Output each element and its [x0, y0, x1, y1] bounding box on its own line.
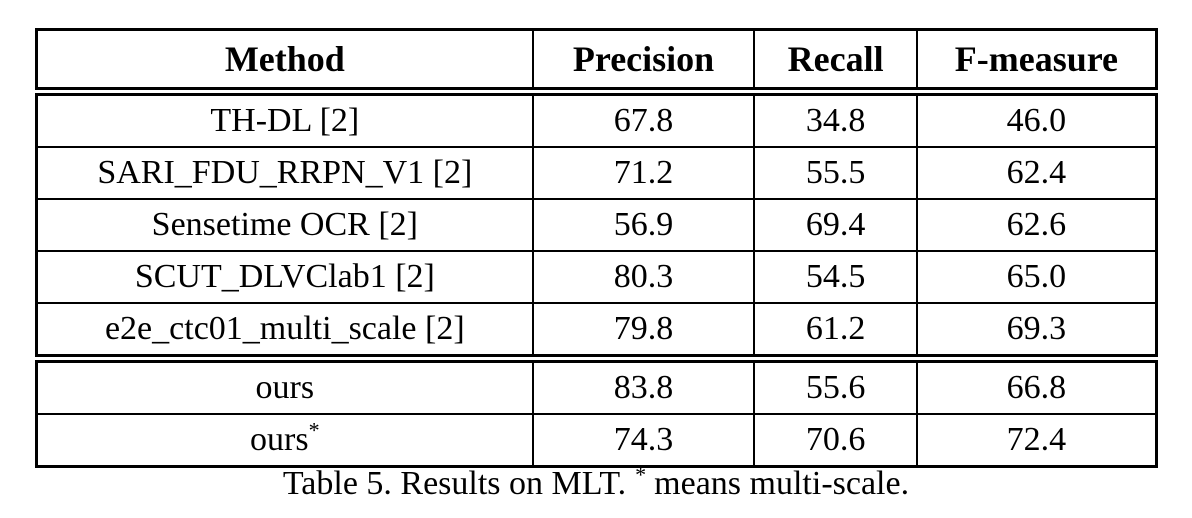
recall-cell: 69.4 [753, 198, 918, 252]
column-header-method: Method [35, 28, 534, 96]
fmeasure-cell: 66.8 [915, 354, 1158, 415]
fmeasure-cell: 62.4 [915, 146, 1158, 200]
column-header-precision: Precision [531, 28, 756, 96]
table-row: Sensetime OCR [2] 56.9 69.4 62.6 [35, 198, 1158, 252]
fmeasure-cell: 46.0 [915, 90, 1158, 148]
asterisk-superscript: * [308, 417, 320, 443]
results-table: Method Precision Recall F-measure TH-DL … [35, 28, 1158, 468]
table-row: e2e_ctc01_multi_scale [2] 79.8 61.2 69.3 [35, 302, 1158, 360]
method-cell: Sensetime OCR [2] [35, 198, 534, 252]
method-cell: ours [35, 354, 534, 415]
method-cell: ours* [35, 413, 534, 468]
table-row-ours: ours 83.8 55.6 66.8 [35, 354, 1158, 415]
table-row: SCUT_DLVClab1 [2] 80.3 54.5 65.0 [35, 250, 1158, 304]
method-cell: SARI_FDU_RRPN_V1 [2] [35, 146, 534, 200]
precision-cell: 80.3 [531, 250, 756, 304]
recall-cell: 61.2 [753, 302, 918, 360]
table-row-ours-multiscale: ours* 74.3 70.6 72.4 [35, 413, 1158, 468]
recall-cell: 70.6 [753, 413, 918, 468]
caption-suffix: means multi-scale. [654, 465, 910, 502]
results-table-container: Method Precision Recall F-measure TH-DL … [35, 28, 1158, 468]
method-label: Sensetime OCR [2] [151, 206, 418, 243]
caption-asterisk: * [635, 461, 647, 487]
method-cell: SCUT_DLVClab1 [2] [35, 250, 534, 304]
precision-cell: 79.8 [531, 302, 756, 360]
precision-cell: 71.2 [531, 146, 756, 200]
table-caption: Table 5. Results on MLT. * means multi-sca… [0, 461, 1192, 507]
table-row: TH-DL [2] 67.8 34.8 46.0 [35, 90, 1158, 148]
precision-cell: 83.8 [531, 354, 756, 415]
method-label: SARI_FDU_RRPN_V1 [2] [97, 154, 473, 191]
column-header-recall: Recall [753, 28, 918, 96]
method-cell: e2e_ctc01_multi_scale [2] [35, 302, 534, 360]
precision-cell: 67.8 [531, 90, 756, 148]
recall-cell: 34.8 [753, 90, 918, 148]
fmeasure-cell: 72.4 [915, 413, 1158, 468]
caption-prefix: Table 5. Results on MLT. [282, 465, 627, 502]
fmeasure-cell: 69.3 [915, 302, 1158, 360]
precision-cell: 56.9 [531, 198, 756, 252]
method-label: ours [255, 369, 315, 406]
recall-cell: 55.5 [753, 146, 918, 200]
recall-cell: 55.6 [753, 354, 918, 415]
recall-cell: 54.5 [753, 250, 918, 304]
method-label: TH-DL [2] [210, 102, 360, 139]
precision-cell: 74.3 [531, 413, 756, 468]
fmeasure-cell: 62.6 [915, 198, 1158, 252]
method-label: SCUT_DLVClab1 [2] [134, 258, 435, 295]
method-cell: TH-DL [2] [35, 90, 534, 148]
column-header-fmeasure: F-measure [915, 28, 1158, 96]
table-row: SARI_FDU_RRPN_V1 [2] 71.2 55.5 62.4 [35, 146, 1158, 200]
header-row: Method Precision Recall F-measure [35, 28, 1158, 96]
method-label: e2e_ctc01_multi_scale [2] [104, 310, 465, 347]
fmeasure-cell: 65.0 [915, 250, 1158, 304]
method-label: ours [250, 421, 309, 458]
